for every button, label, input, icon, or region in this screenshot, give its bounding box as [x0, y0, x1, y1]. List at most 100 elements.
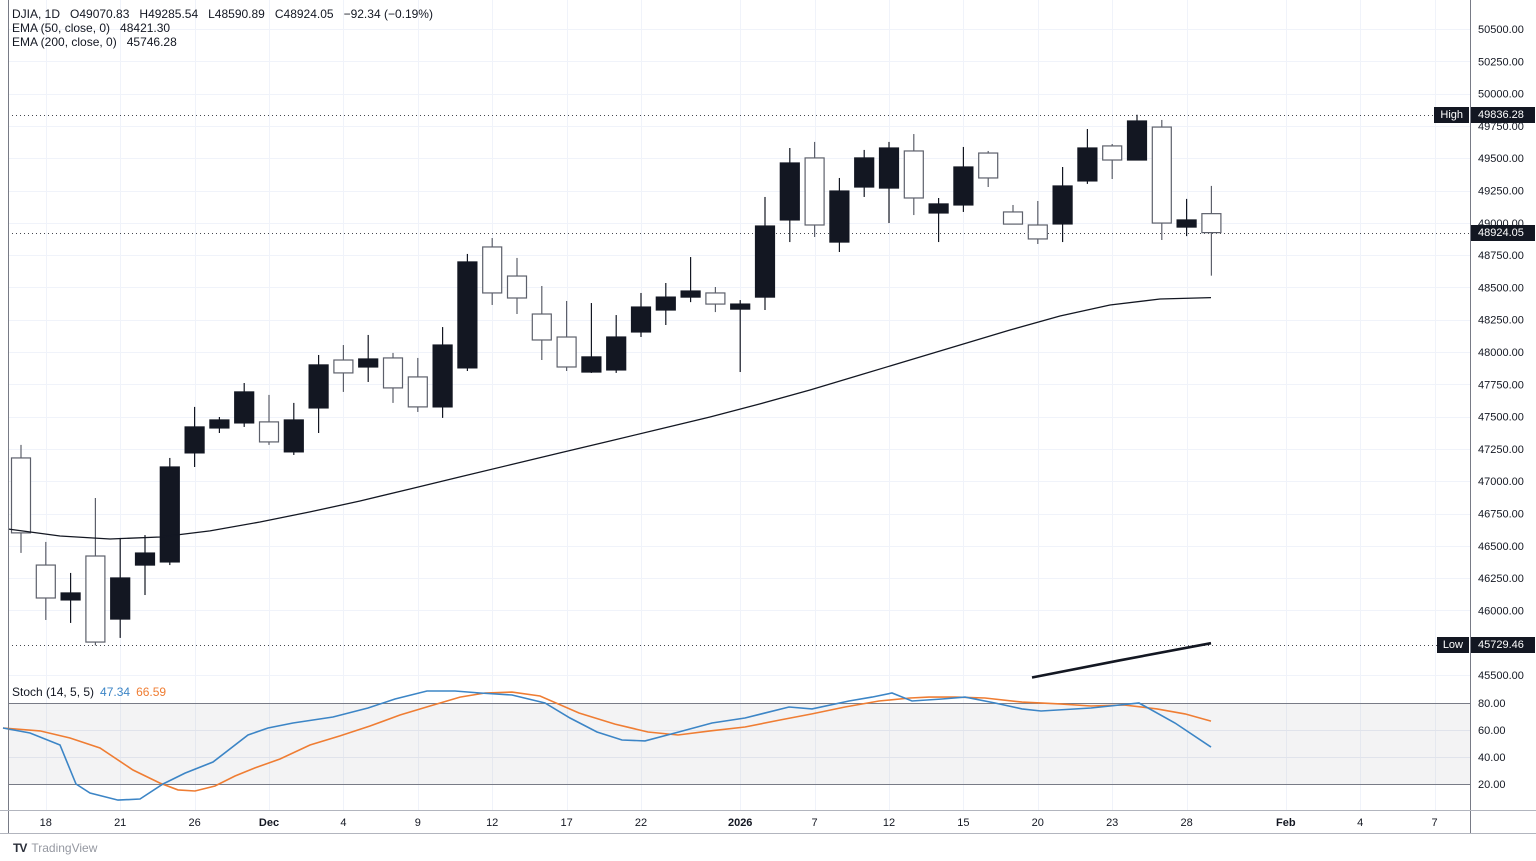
candle[interactable]: [234, 383, 255, 427]
candle[interactable]: [482, 238, 503, 305]
date-tick-label: 15: [957, 817, 969, 829]
candle[interactable]: [1077, 129, 1098, 184]
change-value: −92.34 (−0.19%): [343, 7, 433, 21]
candle[interactable]: [581, 303, 602, 373]
candle[interactable]: [903, 134, 924, 216]
price-tick-label: 45500.00: [1478, 670, 1524, 682]
candle[interactable]: [1002, 204, 1024, 225]
stoch-d-line[interactable]: [2, 691, 1212, 792]
candle[interactable]: [134, 535, 156, 596]
stoch-k-line[interactable]: [2, 690, 1212, 801]
candle[interactable]: [1176, 198, 1197, 237]
date-tick-label: 7: [812, 817, 818, 829]
candle[interactable]: [556, 300, 577, 371]
candle[interactable]: [283, 402, 304, 455]
stoch-legend-row[interactable]: Stoch (14, 5, 5) 47.34 66.59: [12, 685, 172, 699]
stoch-tick-label: 20.00: [1478, 779, 1506, 791]
candle[interactable]: [358, 334, 379, 382]
symbol-legend[interactable]: DJIA, 1D O49070.83 H49285.54 L48590.89 C4892…: [12, 7, 433, 49]
candle[interactable]: [382, 352, 404, 403]
price-tick-label: 49250.00: [1478, 186, 1524, 198]
candle[interactable]: [754, 196, 776, 311]
candle[interactable]: [1151, 119, 1172, 240]
date-tick-label: 21: [114, 817, 126, 829]
candle[interactable]: [854, 149, 875, 197]
candle[interactable]: [606, 315, 627, 373]
stoch-tick-label: 40.00: [1478, 752, 1506, 764]
high-line-label: High: [1434, 107, 1469, 123]
ema200-legend-row[interactable]: EMA (200, close, 0) 45746.28: [12, 35, 433, 49]
candle[interactable]: [35, 541, 56, 620]
candle[interactable]: [1027, 200, 1048, 244]
stoch-k-value: 47.34: [100, 685, 131, 699]
tradingview-logo-text: TradingView: [31, 841, 98, 855]
candle[interactable]: [730, 300, 751, 373]
candle[interactable]: [60, 572, 81, 623]
candle[interactable]: [110, 537, 131, 638]
date-tick-label: 12: [486, 817, 498, 829]
candle[interactable]: [531, 285, 552, 361]
ema50-line[interactable]: [7, 296, 1212, 540]
price-tick-label: 47750.00: [1478, 379, 1524, 391]
candle[interactable]: [1052, 166, 1073, 243]
tradingview-logo-icon: TV: [13, 841, 27, 855]
candle[interactable]: [184, 406, 205, 467]
price-tick-label: 48250.00: [1478, 315, 1524, 327]
date-tick-label: 7: [1432, 817, 1438, 829]
candle[interactable]: [953, 146, 974, 212]
candlestick-series[interactable]: [10, 114, 1222, 646]
date-tick-label: Feb: [1276, 817, 1296, 829]
price-tick-label: 47000.00: [1478, 476, 1524, 488]
candle[interactable]: [159, 457, 180, 566]
symbol-title: DJIA, 1D: [12, 7, 61, 21]
candle[interactable]: [10, 444, 32, 553]
pane-borders: [0, 0, 1536, 834]
stoch-label: Stoch (14, 5, 5): [12, 685, 95, 699]
candle[interactable]: [829, 177, 850, 252]
candle[interactable]: [928, 197, 949, 243]
candle[interactable]: [705, 287, 726, 313]
tradingview-logo[interactable]: TV TradingView: [13, 841, 97, 855]
candle[interactable]: [878, 141, 900, 224]
candle[interactable]: [655, 283, 676, 325]
time-axis[interactable]: 18 21 26 Dec 4 9 12 17 22 2026 7 12 15 20 23 28 Feb 4 7: [40, 817, 1438, 829]
candle[interactable]: [779, 147, 800, 243]
candle[interactable]: [1102, 143, 1123, 180]
price-tick-label: 46000.00: [1478, 605, 1524, 617]
candle[interactable]: [630, 292, 652, 338]
close-value: C48924.05: [274, 7, 334, 21]
candle[interactable]: [258, 394, 280, 445]
price-tick-label: 48000.00: [1478, 347, 1524, 359]
candle[interactable]: [407, 357, 428, 412]
date-tick-label: 12: [883, 817, 895, 829]
price-tick-label: 47250.00: [1478, 444, 1524, 456]
candle[interactable]: [978, 150, 999, 188]
stoch-d-value: 66.59: [136, 685, 167, 699]
high-line-price-badge: 49836.28: [1471, 107, 1535, 123]
candle[interactable]: [209, 416, 230, 434]
candle[interactable]: [85, 497, 106, 646]
ema50-legend-row[interactable]: EMA (50, close, 0) 48421.30: [12, 21, 433, 35]
candle[interactable]: [333, 345, 354, 392]
candle[interactable]: [506, 257, 528, 315]
ohlc-row[interactable]: DJIA, 1D O49070.83 H49285.54 L48590.89 C4892…: [12, 7, 433, 21]
price-axis[interactable]: 50500.00 50250.00 50000.00 49750.00 49500.00…: [1478, 24, 1524, 791]
price-tick-label: 50500.00: [1478, 24, 1524, 36]
ema200-line[interactable]: [1031, 641, 1212, 679]
candle[interactable]: [308, 354, 329, 434]
low-line-label: Low: [1436, 637, 1469, 653]
date-tick-label: 22: [635, 817, 647, 829]
date-tick-label: 26: [188, 817, 200, 829]
stoch-tick-label: 60.00: [1478, 725, 1506, 737]
ema200-value: 45746.28: [126, 35, 177, 49]
candle[interactable]: [804, 141, 825, 238]
candle[interactable]: [432, 327, 453, 418]
date-tick-label: Dec: [259, 817, 279, 829]
price-tick-label: 48500.00: [1478, 282, 1524, 294]
candle[interactable]: [1126, 114, 1148, 161]
candle[interactable]: [680, 257, 701, 303]
candle[interactable]: [1201, 185, 1222, 276]
candle[interactable]: [457, 253, 478, 371]
